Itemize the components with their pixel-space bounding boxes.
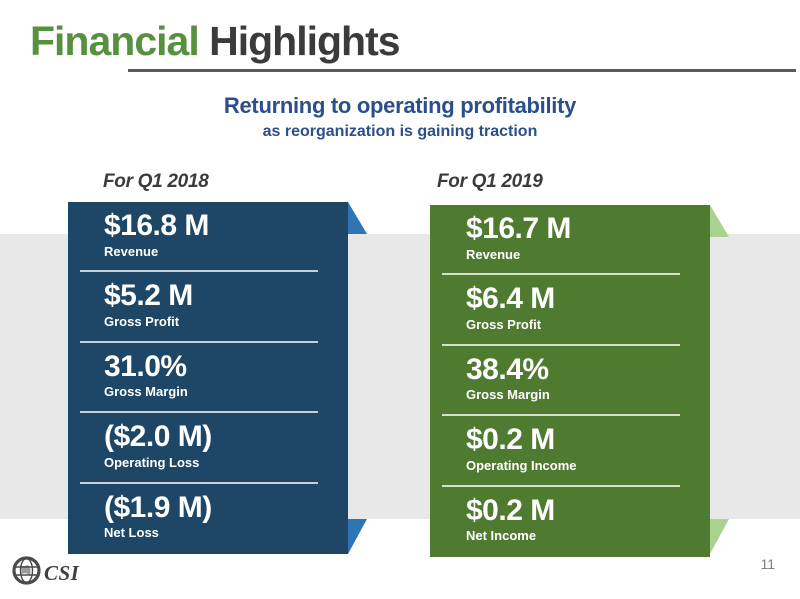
metric-label: Revenue — [466, 246, 521, 262]
metric-value: $16.8 M — [104, 209, 209, 242]
metric-value: ($2.0 M) — [104, 420, 212, 454]
metric-gross-profit-2019: $6.4 M Gross Profit — [430, 275, 710, 347]
metric-label: Gross Profit — [466, 317, 542, 332]
blue-panel-top-fold — [348, 202, 367, 234]
metric-operating-loss-2018: ($2.0 M) Operating Loss — [68, 413, 348, 485]
panel-q1-2019: $16.7 M Revenue $6.4 M Gross Profit 38.4… — [430, 205, 710, 557]
metric-label: Net Income — [466, 528, 537, 544]
metric-value: 38.4% — [466, 352, 549, 386]
title-underline — [128, 69, 796, 72]
metric-operating-income-2019: $0.2 M Operating Income — [430, 416, 710, 488]
metric-value: $6.4 M — [466, 282, 555, 316]
metric-value: $0.2 M — [466, 423, 555, 457]
page-title-highlights: Highlights — [198, 18, 400, 64]
green-panel-top-fold — [710, 205, 729, 237]
page-title-financial: Financial — [30, 18, 200, 64]
metric-net-loss-2018: ($1.9 M) Net Loss — [68, 484, 348, 554]
metric-gross-margin-2019: 38.4% Gross Margin — [430, 346, 710, 417]
metric-label: Gross Margin — [104, 384, 188, 400]
metric-label: Operating Income — [466, 457, 577, 473]
blue-panel-bottom-fold — [348, 519, 367, 554]
slide-subtitle-secondary: as reorganization is gaining traction — [262, 123, 538, 140]
metric-value: 31.0% — [104, 349, 187, 383]
metric-value: $16.7 M — [466, 212, 571, 245]
panel-q1-2018: $16.8 M Revenue $5.2 M Gross Profit 31.0… — [68, 202, 348, 554]
metric-label: Operating Loss — [104, 454, 200, 470]
metric-value: ($1.9 M) — [104, 490, 212, 524]
metric-label: Net Loss — [104, 525, 159, 541]
page-number: 11 — [760, 556, 775, 572]
metric-value: $5.2 M — [104, 279, 193, 313]
page-title: Financial Highlights — [30, 18, 401, 65]
logo-text: CSI — [44, 560, 80, 585]
metric-label: Gross Profit — [104, 314, 180, 329]
metric-value: $0.2 M — [466, 493, 555, 527]
csi-logo: CSI — [12, 556, 79, 590]
metric-revenue-2019: $16.7 M Revenue — [430, 205, 710, 276]
slide-subtitle: Returning to operating profitability — [223, 93, 577, 118]
metric-gross-margin-2018: 31.0% Gross Margin — [68, 343, 348, 414]
metric-label: Revenue — [104, 243, 159, 259]
globe-icon — [12, 556, 41, 590]
column-header-q1-2019: For Q1 2019 — [437, 171, 543, 192]
metric-gross-profit-2018: $5.2 M Gross Profit — [68, 272, 348, 344]
green-panel-bottom-fold — [710, 519, 729, 554]
metric-revenue-2018: $16.8 M Revenue — [68, 202, 348, 273]
column-header-q1-2018: For Q1 2018 — [103, 171, 209, 192]
metric-label: Gross Margin — [466, 387, 550, 403]
metric-net-income-2019: $0.2 M Net Income — [430, 487, 710, 557]
